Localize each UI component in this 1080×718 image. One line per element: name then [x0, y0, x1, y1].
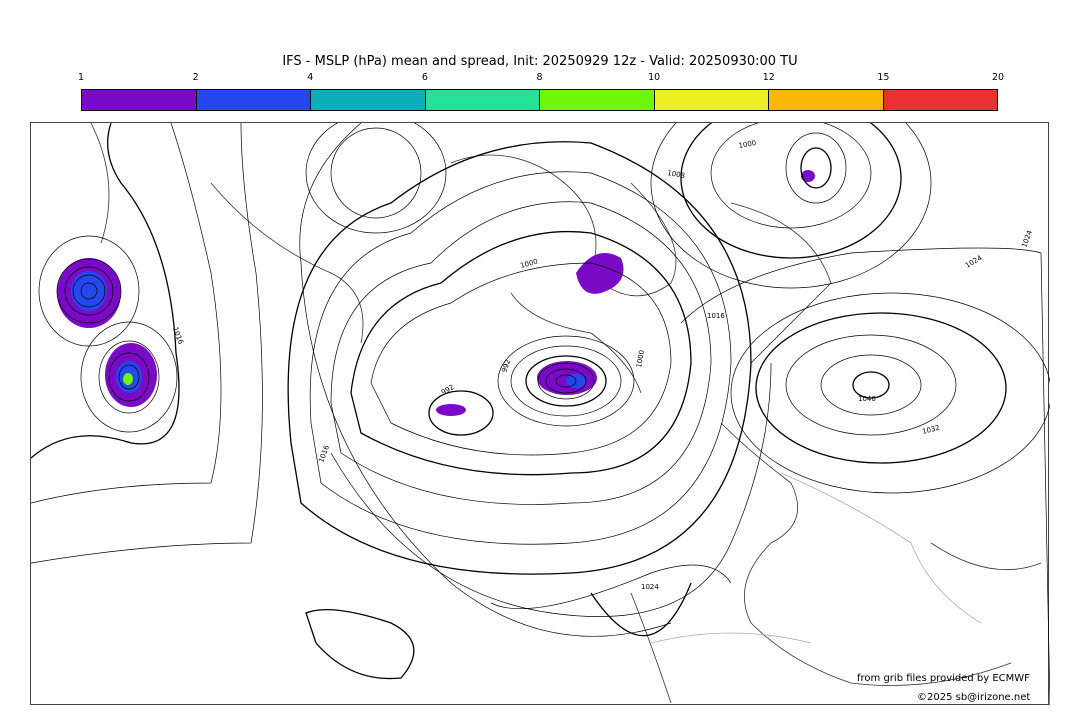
mslp-map: 1016 1000 992 992 1000 1040 1032 1024 1016 1024 10…	[30, 77, 1052, 707]
isobar-label: 1000	[738, 139, 757, 150]
colorbar-segment	[196, 90, 311, 110]
colorbar-tick-label: 10	[648, 72, 661, 83]
colorbar-spread-legend	[81, 89, 998, 111]
isobar-label: 1024	[964, 254, 984, 270]
colorbar-tick-label: 6	[421, 72, 428, 83]
coastlines	[90, 122, 1042, 704]
copyright-credit: ©2025 sb@irizone.net	[917, 692, 1031, 703]
colorbar-segment	[540, 90, 655, 110]
colorbar-segment	[769, 90, 884, 110]
spread-shading	[57, 170, 815, 416]
colorbar-tick-label: 15	[877, 72, 890, 83]
colorbar-segment	[425, 90, 540, 110]
colorbar-tick-label: 8	[536, 72, 543, 83]
isobar-label: 1040	[858, 395, 876, 403]
colorbar-tick-label: 4	[307, 72, 314, 83]
isobar-label: 1000	[635, 349, 646, 368]
isobar-label: 992	[500, 358, 512, 373]
colorbar-tick-label: 12	[762, 72, 775, 83]
colorbar-segment	[82, 90, 197, 110]
colorbar-segment	[654, 90, 769, 110]
colorbar-segment	[311, 90, 426, 110]
isobars	[30, 77, 1052, 707]
isobar-label: 992	[440, 383, 456, 397]
isobar-label: 1016	[317, 444, 331, 464]
colorbar-tick-label: 1	[77, 72, 85, 83]
isobar-label: 1008	[667, 169, 686, 180]
isobar-label: 1024	[1020, 229, 1034, 249]
map-title: IFS - MSLP (hPa) mean and spread, Init: …	[282, 54, 798, 69]
contour-labels: 1016 1000 992 992 1000 1040 1032 1024 1016 1024 10…	[171, 139, 1034, 591]
colorbar-tick-label: 2	[192, 72, 199, 83]
source-credit: from grib files provided by ECMWF	[857, 673, 1030, 684]
isobar-label: 1024	[641, 583, 659, 591]
map-canvas: 1016 1000 992 992 1000 1040 1032 1024 1016 1024 10…	[30, 77, 1052, 707]
isobar-label: 1032	[921, 424, 940, 436]
isobar-label: 1016	[171, 326, 185, 346]
colorbar-segment	[883, 90, 997, 110]
isobar-label: 1016	[707, 312, 725, 320]
colorbar-tick-label: 20	[991, 72, 1005, 83]
